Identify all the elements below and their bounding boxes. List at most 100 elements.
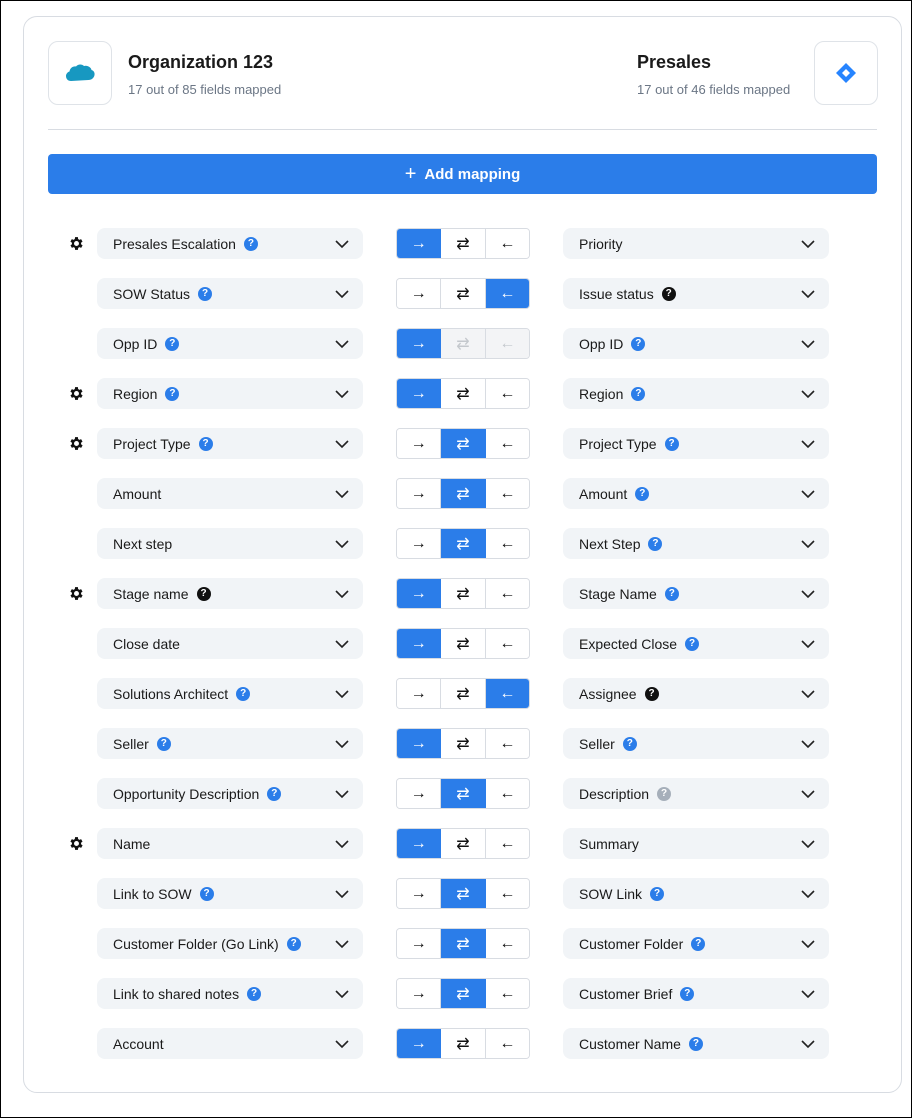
source-field-dropdown[interactable]: Close date: [97, 628, 363, 659]
sync-left-button[interactable]: ←: [485, 479, 529, 508]
help-icon[interactable]: ?: [236, 686, 251, 701]
source-field-dropdown[interactable]: Solutions Architect?: [97, 678, 363, 709]
help-icon[interactable]: ?: [657, 786, 672, 801]
help-icon[interactable]: ?: [198, 286, 213, 301]
sync-left-button[interactable]: ←: [485, 779, 529, 808]
sync-both-button[interactable]: ⇄: [441, 1029, 486, 1058]
source-field-dropdown[interactable]: Seller?: [97, 728, 363, 759]
gear-icon[interactable]: [68, 835, 85, 852]
help-icon[interactable]: ?: [267, 786, 282, 801]
sync-right-button[interactable]: →: [397, 829, 442, 858]
sync-left-button[interactable]: ←: [485, 279, 529, 308]
help-icon[interactable]: ?: [631, 336, 646, 351]
source-field-dropdown[interactable]: Opportunity Description?: [97, 778, 363, 809]
help-icon[interactable]: ?: [243, 236, 258, 251]
help-icon[interactable]: ?: [661, 286, 676, 301]
target-field-dropdown[interactable]: Next Step?: [563, 528, 829, 559]
sync-right-button[interactable]: →: [397, 329, 442, 358]
source-field-dropdown[interactable]: SOW Status?: [97, 278, 363, 309]
target-field-dropdown[interactable]: Customer Brief?: [563, 978, 829, 1009]
sync-right-button[interactable]: →: [397, 529, 442, 558]
sync-left-button[interactable]: ←: [485, 929, 529, 958]
sync-left-button[interactable]: ←: [485, 529, 529, 558]
help-icon[interactable]: ?: [688, 1036, 703, 1051]
sync-both-button[interactable]: ⇄: [441, 929, 486, 958]
help-icon[interactable]: ?: [286, 936, 301, 951]
source-field-dropdown[interactable]: Link to SOW?: [97, 878, 363, 909]
target-field-dropdown[interactable]: Assignee?: [563, 678, 829, 709]
gear-icon[interactable]: [68, 385, 85, 402]
sync-right-button[interactable]: →: [397, 879, 442, 908]
gear-icon[interactable]: [68, 435, 85, 452]
help-icon[interactable]: ?: [165, 386, 180, 401]
sync-both-button[interactable]: ⇄: [441, 629, 486, 658]
sync-right-button[interactable]: →: [397, 929, 442, 958]
help-icon[interactable]: ?: [664, 586, 679, 601]
gear-icon[interactable]: [68, 585, 85, 602]
sync-left-button[interactable]: ←: [485, 379, 529, 408]
sync-both-button[interactable]: ⇄: [441, 379, 486, 408]
source-field-dropdown[interactable]: Stage name?: [97, 578, 363, 609]
sync-right-button[interactable]: →: [397, 429, 442, 458]
sync-left-button[interactable]: ←: [485, 979, 529, 1008]
sync-right-button[interactable]: →: [397, 229, 442, 258]
sync-both-button[interactable]: ⇄: [441, 329, 486, 358]
source-field-dropdown[interactable]: Opp ID?: [97, 328, 363, 359]
source-field-dropdown[interactable]: Customer Folder (Go Link)?: [97, 928, 363, 959]
help-icon[interactable]: ?: [165, 336, 180, 351]
sync-both-button[interactable]: ⇄: [441, 729, 486, 758]
help-icon[interactable]: ?: [631, 386, 646, 401]
target-field-dropdown[interactable]: Issue status?: [563, 278, 829, 309]
sync-left-button[interactable]: ←: [485, 829, 529, 858]
source-field-dropdown[interactable]: Account: [97, 1028, 363, 1059]
target-field-dropdown[interactable]: Opp ID?: [563, 328, 829, 359]
source-field-dropdown[interactable]: Region?: [97, 378, 363, 409]
target-field-dropdown[interactable]: Project Type?: [563, 428, 829, 459]
sync-right-button[interactable]: →: [397, 979, 442, 1008]
sync-left-button[interactable]: ←: [485, 579, 529, 608]
sync-right-button[interactable]: →: [397, 379, 442, 408]
target-field-dropdown[interactable]: Region?: [563, 378, 829, 409]
help-icon[interactable]: ?: [648, 536, 663, 551]
help-icon[interactable]: ?: [664, 436, 679, 451]
help-icon[interactable]: ?: [691, 936, 706, 951]
source-field-dropdown[interactable]: Project Type?: [97, 428, 363, 459]
help-icon[interactable]: ?: [644, 686, 659, 701]
source-field-dropdown[interactable]: Presales Escalation?: [97, 228, 363, 259]
target-field-dropdown[interactable]: Customer Folder?: [563, 928, 829, 959]
sync-right-button[interactable]: →: [397, 779, 442, 808]
sync-both-button[interactable]: ⇄: [441, 429, 486, 458]
sync-both-button[interactable]: ⇄: [441, 229, 486, 258]
target-field-dropdown[interactable]: Description?: [563, 778, 829, 809]
sync-right-button[interactable]: →: [397, 729, 442, 758]
sync-left-button[interactable]: ←: [485, 429, 529, 458]
sync-right-button[interactable]: →: [397, 679, 442, 708]
source-field-dropdown[interactable]: Next step: [97, 528, 363, 559]
sync-both-button[interactable]: ⇄: [441, 679, 486, 708]
target-field-dropdown[interactable]: Customer Name?: [563, 1028, 829, 1059]
sync-right-button[interactable]: →: [397, 579, 442, 608]
help-icon[interactable]: ?: [156, 736, 171, 751]
sync-right-button[interactable]: →: [397, 629, 442, 658]
sync-right-button[interactable]: →: [397, 479, 442, 508]
target-field-dropdown[interactable]: Stage Name?: [563, 578, 829, 609]
help-icon[interactable]: ?: [685, 636, 700, 651]
sync-both-button[interactable]: ⇄: [441, 529, 486, 558]
target-field-dropdown[interactable]: Amount?: [563, 478, 829, 509]
help-icon[interactable]: ?: [247, 986, 262, 1001]
sync-right-button[interactable]: →: [397, 1029, 442, 1058]
sync-left-button[interactable]: ←: [485, 729, 529, 758]
target-field-dropdown[interactable]: Expected Close?: [563, 628, 829, 659]
sync-left-button[interactable]: ←: [485, 879, 529, 908]
sync-left-button[interactable]: ←: [485, 229, 529, 258]
sync-left-button[interactable]: ←: [485, 629, 529, 658]
sync-both-button[interactable]: ⇄: [441, 979, 486, 1008]
sync-both-button[interactable]: ⇄: [441, 479, 486, 508]
source-field-dropdown[interactable]: Name: [97, 828, 363, 859]
gear-icon[interactable]: [68, 235, 85, 252]
help-icon[interactable]: ?: [622, 736, 637, 751]
source-field-dropdown[interactable]: Link to shared notes?: [97, 978, 363, 1009]
help-icon[interactable]: ?: [196, 586, 211, 601]
target-field-dropdown[interactable]: SOW Link?: [563, 878, 829, 909]
help-icon[interactable]: ?: [199, 886, 214, 901]
